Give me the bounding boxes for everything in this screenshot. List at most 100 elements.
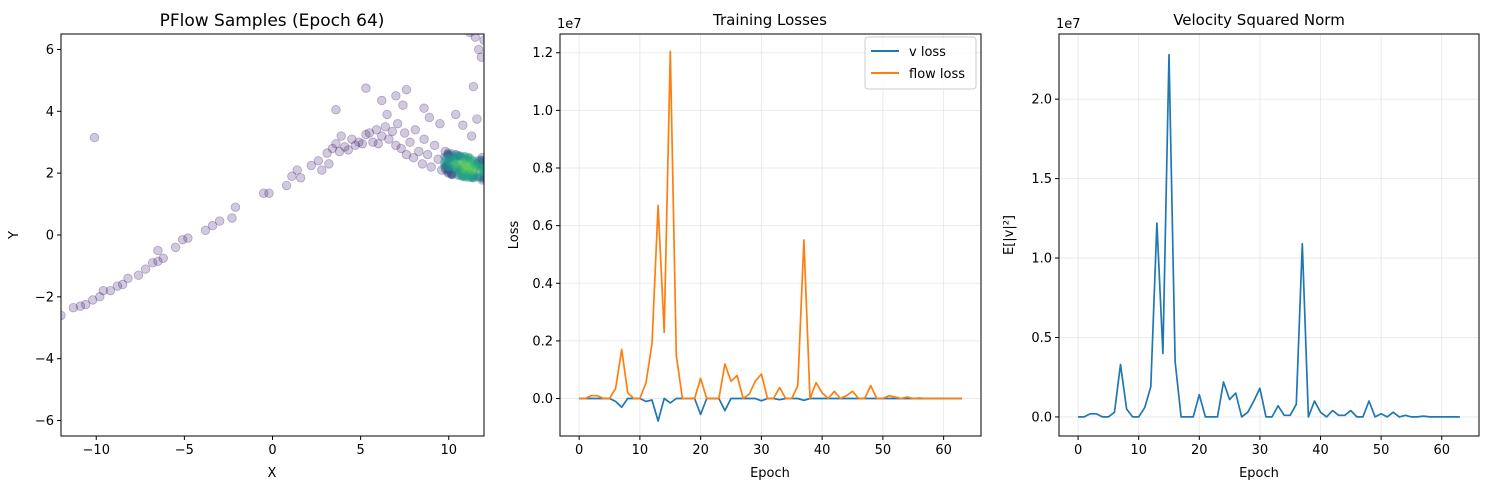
- scatter-y-tick-label: −4: [35, 352, 54, 367]
- scatter-point: [123, 273, 133, 283]
- scatter-point: [296, 173, 306, 183]
- scatter-point: [200, 225, 211, 236]
- scatter-point-dense: [443, 165, 453, 174]
- scatter-point-dense: [463, 155, 473, 165]
- scatter-point-dense: [453, 171, 463, 180]
- scatter-point-dense: [469, 171, 479, 181]
- scatter-point: [361, 83, 371, 93]
- velocity-x-tick-label: 40: [1312, 443, 1329, 458]
- scatter-point-dense: [479, 171, 484, 181]
- scatter-point-dense: [459, 171, 469, 180]
- scatter-point-dense: [463, 154, 473, 163]
- scatter-point-dense: [461, 161, 471, 170]
- scatter-point: [292, 165, 302, 175]
- losses-grid: [560, 34, 981, 436]
- scatter-point-dense: [474, 173, 484, 182]
- scatter-point-dense: [459, 157, 469, 166]
- scatter-point: [258, 188, 269, 198]
- scatter-point-dense: [452, 163, 461, 173]
- scatter-point-dense: [460, 168, 470, 177]
- scatter-point: [354, 137, 364, 147]
- scatter-point-dense: [480, 162, 484, 172]
- scatter-point: [435, 118, 445, 129]
- scatter-point-dense: [480, 164, 484, 173]
- scatter-point-dense: [452, 154, 462, 164]
- scatter-point-dense: [457, 170, 467, 179]
- scatter-point-dense: [443, 168, 453, 177]
- scatter-point: [313, 156, 324, 166]
- velocity-y-tick-label: 1.0: [1031, 252, 1052, 267]
- scatter-point-dense: [457, 167, 467, 177]
- scatter-point-dense: [448, 163, 457, 173]
- scatter-point-dense: [464, 173, 474, 183]
- scatter-point-dense: [459, 162, 468, 171]
- scatter-point: [429, 140, 440, 151]
- scatter-point: [470, 34, 480, 42]
- scatter-point-dense: [457, 171, 466, 181]
- scatter-point-dense: [460, 161, 469, 170]
- scatter-point-dense: [479, 156, 484, 166]
- losses-x-tick-label: 50: [875, 443, 892, 458]
- losses-axes: 0 10 20 30 40 50 60 0.0 0.2 0.4 0.6 0.8 1.0 1.2: [532, 33, 982, 458]
- scatter-point: [306, 160, 316, 171]
- scatter-point-dense: [443, 148, 453, 157]
- scatter-point: [98, 285, 109, 296]
- scatter-point-dense: [465, 154, 474, 163]
- scatter-point-dense: [479, 164, 484, 174]
- velocity-y-offset-label: 1e7: [1056, 17, 1081, 32]
- scatter-axes: −10 −5 0 5 10 −6 −4 −2 0 2 4 6: [35, 33, 485, 458]
- losses-title: Training Losses: [712, 11, 827, 29]
- scatter-point: [391, 91, 401, 101]
- scatter-y-tick-label: 4: [46, 105, 54, 120]
- scatter-point-dense: [445, 152, 455, 162]
- scatter-point-dense: [461, 158, 471, 167]
- losses-x-axis-label: Epoch: [750, 466, 790, 481]
- scatter-point: [364, 128, 375, 138]
- velocity-x-tick-label: 60: [1433, 443, 1450, 458]
- scatter-point: [465, 165, 475, 175]
- scatter-point-dense: [445, 165, 455, 174]
- scatter-point-dense: [467, 172, 476, 182]
- scatter-point: [377, 95, 387, 106]
- scatter-point-dense: [453, 152, 463, 161]
- scatter-point-dense: [464, 166, 473, 176]
- losses-y-tick-label: 1.0: [532, 104, 553, 119]
- scatter-point-dense: [459, 154, 469, 163]
- scatter-point: [230, 202, 241, 212]
- scatter-point-dense: [459, 164, 468, 174]
- scatter-point: [88, 295, 98, 305]
- scatter-panel: PFlow Samples (Epoch 64) −10 −5 0 5 10 −6 −4 −2…: [7, 11, 485, 481]
- scatter-point: [371, 125, 382, 135]
- scatter-point: [357, 139, 368, 149]
- scatter-point-dense: [443, 166, 453, 176]
- scatter-point-dense: [471, 161, 481, 171]
- losses-x-tick-label: 0: [575, 443, 583, 458]
- scatter-point-dense: [479, 169, 484, 179]
- scatter-point-dense: [450, 151, 460, 161]
- scatter-x-tick-label: 0: [268, 443, 276, 458]
- velocity-x-tick-label: 0: [1074, 443, 1082, 458]
- scatter-point-dense: [447, 149, 457, 158]
- scatter-point-dense: [466, 165, 475, 175]
- scatter-point: [95, 292, 105, 302]
- scatter-point-dense: [447, 169, 456, 179]
- scatter-point: [424, 112, 435, 123]
- scatter-point-dense: [464, 152, 473, 162]
- scatter-point-dense: [460, 169, 470, 179]
- scatter-point: [207, 221, 218, 231]
- losses-panel: Training Losses 1e7 0 10 20 30 40 50 600.00.20…: [507, 11, 982, 481]
- scatter-point-dense: [450, 159, 460, 169]
- scatter-point: [331, 139, 341, 149]
- velocity-y-tick-label: 0.0: [1031, 410, 1052, 425]
- losses-y-tick-label: 0.6: [532, 219, 553, 234]
- scatter-point: [396, 143, 406, 154]
- scatter-point-dense: [454, 168, 463, 177]
- scatter-y-tick-label: 6: [46, 43, 54, 58]
- scatter-point: [343, 145, 353, 155]
- scatter-point: [264, 188, 274, 198]
- scatter-point-dense: [451, 154, 461, 164]
- scatter-point-dense: [447, 170, 456, 179]
- scatter-point: [153, 256, 163, 266]
- scatter-point: [461, 156, 472, 166]
- scatter-point: [105, 285, 116, 296]
